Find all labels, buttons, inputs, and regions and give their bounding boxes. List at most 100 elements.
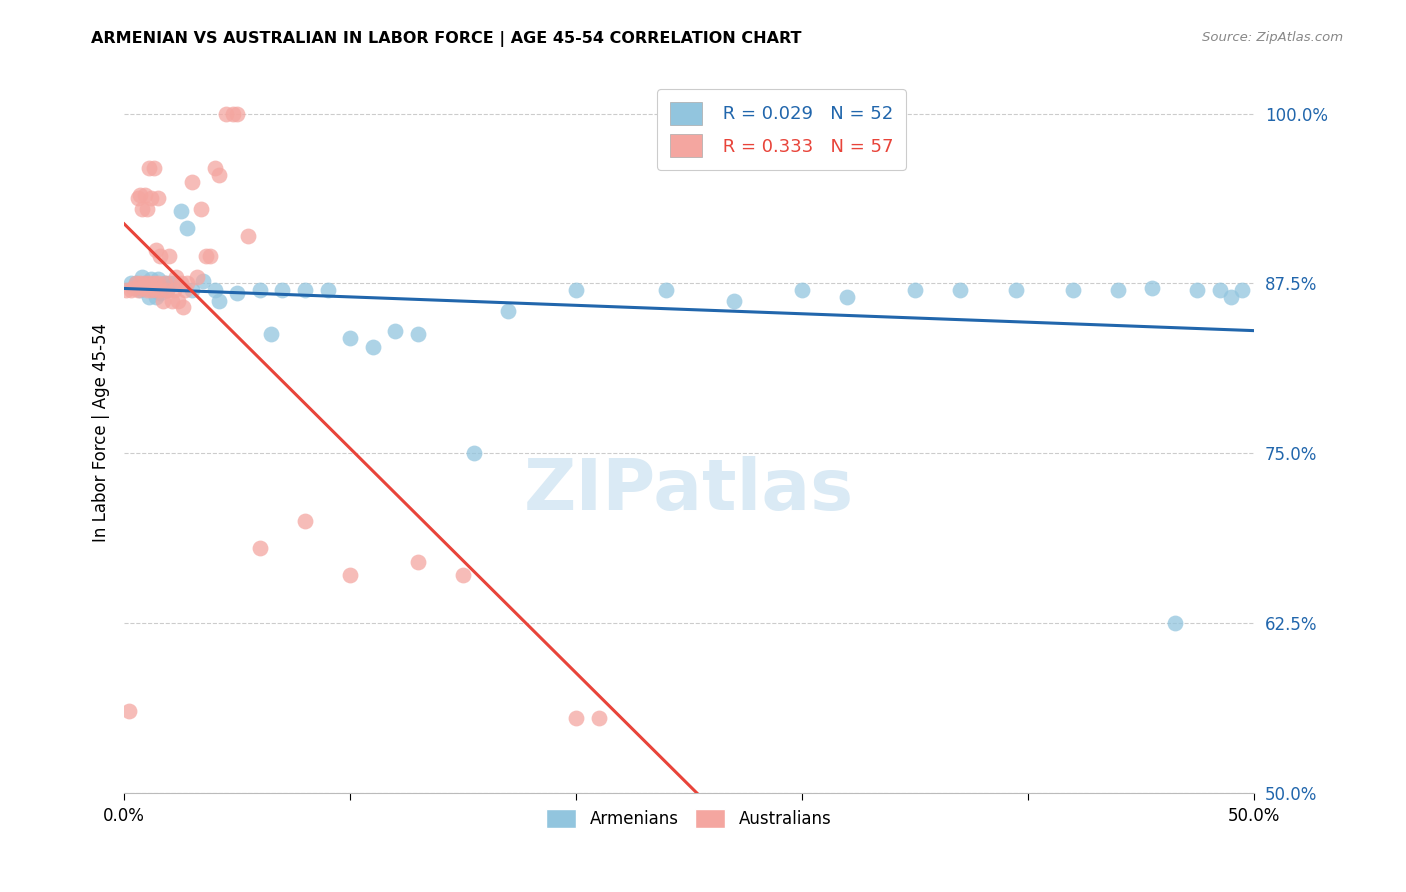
Point	[142, 161, 165, 175]
Point	[339, 568, 361, 582]
Point	[138, 277, 160, 291]
Point	[496, 303, 519, 318]
Point	[131, 269, 153, 284]
Point	[208, 294, 231, 309]
Point	[115, 283, 138, 297]
Y-axis label: In Labor Force | Age 45-54: In Labor Force | Age 45-54	[93, 323, 110, 542]
Point	[565, 283, 588, 297]
Point	[194, 249, 217, 263]
Point	[156, 283, 179, 297]
Point	[134, 277, 156, 291]
Point	[655, 283, 678, 297]
Point	[316, 283, 339, 297]
Point	[949, 283, 972, 297]
Point	[160, 294, 183, 309]
Point	[215, 106, 238, 120]
Point	[153, 277, 176, 291]
Point	[118, 704, 141, 718]
Point	[249, 283, 271, 297]
Point	[790, 283, 813, 297]
Point	[141, 283, 163, 297]
Point	[157, 249, 180, 263]
Point	[463, 446, 485, 460]
Point	[138, 290, 160, 304]
Point	[384, 324, 406, 338]
Point	[181, 175, 204, 189]
Point	[149, 249, 172, 263]
Point	[120, 283, 142, 297]
Point	[588, 711, 610, 725]
Point	[186, 269, 208, 284]
Point	[152, 280, 174, 294]
Point	[163, 277, 186, 291]
Point	[174, 283, 197, 297]
Point	[127, 280, 149, 294]
Point	[451, 568, 474, 582]
Point	[294, 514, 316, 528]
Point	[176, 277, 198, 291]
Text: ARMENIAN VS AUSTRALIAN IN LABOR FORCE | AGE 45-54 CORRELATION CHART: ARMENIAN VS AUSTRALIAN IN LABOR FORCE | …	[91, 31, 801, 47]
Point	[271, 283, 294, 297]
Point	[129, 188, 152, 202]
Point	[1140, 280, 1163, 294]
Point	[1209, 283, 1232, 297]
Point	[204, 283, 226, 297]
Point	[131, 280, 153, 294]
Point	[260, 326, 283, 341]
Point	[167, 294, 190, 309]
Point	[131, 202, 153, 216]
Point	[198, 249, 221, 263]
Point	[1220, 290, 1243, 304]
Point	[1185, 283, 1208, 297]
Point	[172, 300, 194, 314]
Point	[406, 555, 429, 569]
Point	[145, 283, 167, 297]
Point	[142, 283, 165, 297]
Point	[170, 277, 193, 291]
Point	[152, 294, 174, 309]
Point	[146, 277, 169, 291]
Point	[149, 285, 172, 300]
Point	[170, 204, 193, 219]
Point	[1232, 283, 1254, 297]
Point	[1005, 283, 1028, 297]
Point	[193, 274, 215, 288]
Point	[127, 283, 149, 297]
Point	[1163, 615, 1185, 630]
Point	[145, 290, 167, 304]
Point	[129, 283, 152, 297]
Point	[129, 277, 152, 291]
Point	[124, 277, 146, 291]
Point	[122, 280, 145, 294]
Point	[124, 277, 146, 291]
Point	[208, 168, 231, 182]
Point	[1062, 283, 1084, 297]
Text: ZIPatlas: ZIPatlas	[524, 456, 853, 524]
Point	[190, 202, 212, 216]
Point	[238, 228, 260, 243]
Point	[145, 243, 167, 257]
Point	[163, 283, 186, 297]
Point	[153, 277, 176, 291]
Point	[120, 277, 142, 291]
Point	[134, 277, 156, 291]
Point	[141, 272, 163, 286]
Point	[135, 280, 157, 294]
Point	[204, 161, 226, 175]
Point	[221, 106, 243, 120]
Point	[226, 285, 249, 300]
Point	[142, 277, 165, 291]
Point	[181, 283, 204, 297]
Point	[249, 541, 271, 556]
Point	[361, 340, 384, 354]
Point	[138, 161, 160, 175]
Legend: Armenians, Australians: Armenians, Australians	[540, 802, 838, 835]
Point	[134, 188, 156, 202]
Point	[135, 283, 157, 297]
Point	[156, 283, 179, 297]
Point	[146, 272, 169, 286]
Point	[149, 283, 172, 297]
Point	[141, 191, 163, 205]
Point	[157, 277, 180, 291]
Point	[723, 294, 745, 309]
